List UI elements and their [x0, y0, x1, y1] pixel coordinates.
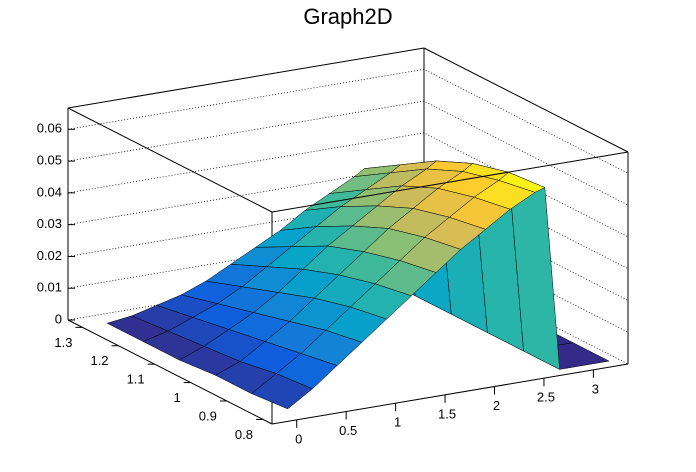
- surface-cell: [251, 373, 313, 410]
- z-tick-label: 0.05: [37, 153, 62, 168]
- x-axis: [271, 363, 629, 425]
- y-tick-label: 1.1: [127, 372, 145, 387]
- z-tick-label: 0.01: [37, 280, 62, 295]
- z-tick-label: 0.02: [37, 248, 62, 263]
- x-tick-label: 1.5: [438, 406, 456, 421]
- grid-line: [67, 164, 629, 270]
- z-tick-label: 0.03: [37, 216, 62, 231]
- z-tick-label: 0: [55, 311, 62, 326]
- y-tick-label: 0.9: [199, 408, 217, 423]
- box-edge: [271, 151, 629, 213]
- box-edge: [67, 107, 273, 213]
- x-tick-label: 1: [394, 415, 401, 430]
- y-tick-label: 1: [174, 390, 181, 405]
- z-tick-label: 0.04: [37, 184, 62, 199]
- x-tick-label: 2: [493, 398, 500, 413]
- grid-line: [67, 227, 629, 333]
- grid-line: [67, 196, 629, 301]
- grid-line: [67, 68, 629, 174]
- x-tick-label: 3: [592, 381, 599, 396]
- box-edge: [423, 47, 629, 153]
- grid-line: [67, 132, 629, 238]
- grid-line: [67, 100, 629, 206]
- y-axis: [67, 319, 273, 425]
- x-tick-label: 0: [295, 431, 302, 446]
- y-tick-label: 1.2: [90, 353, 108, 368]
- x-tick-label: 0.5: [339, 423, 357, 438]
- z-tick-label: 0.06: [37, 121, 62, 136]
- x-tick-label: 2.5: [537, 390, 555, 405]
- y-tick-label: 1.3: [54, 335, 72, 350]
- y-tick-label: 0.8: [235, 427, 253, 442]
- box-edge: [67, 47, 425, 109]
- chart-title: Graph2D: [303, 4, 392, 29]
